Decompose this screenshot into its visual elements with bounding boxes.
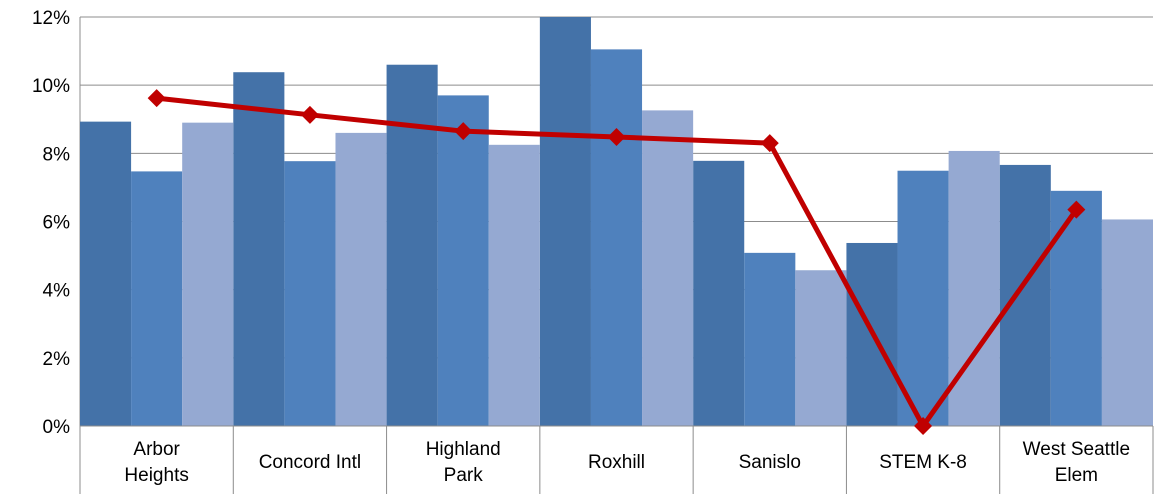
category-label: Highland: [426, 439, 501, 460]
y-tick-label: 8%: [43, 144, 71, 165]
category-label: STEM K-8: [879, 452, 967, 473]
bars: [80, 17, 1153, 427]
bar: [488, 144, 540, 426]
category-label: Concord Intl: [259, 452, 361, 473]
bar: [1101, 219, 1153, 426]
bar: [999, 164, 1051, 426]
y-tick-label: 10%: [32, 76, 70, 97]
category-label: Sanislo: [739, 452, 801, 473]
x-axis: Arbor Heights Concord Intl Highland Park Roxh…: [79, 425, 1154, 494]
bar: [948, 150, 1000, 426]
bar: [1050, 190, 1102, 426]
line-point-marker: [147, 89, 166, 108]
line-point-marker: [300, 105, 319, 124]
bar: [80, 121, 132, 426]
category-label: Heights: [124, 465, 188, 486]
bar: [642, 110, 694, 426]
bar: [795, 270, 847, 426]
bar: [693, 160, 745, 426]
y-tick-label: 4%: [43, 281, 71, 302]
category-label: Elem: [1055, 465, 1098, 486]
bar: [590, 49, 643, 427]
line-point-marker: [1067, 200, 1086, 219]
line-point-marker: [760, 134, 779, 153]
y-tick-label: 2%: [43, 349, 71, 370]
bar: [744, 252, 796, 426]
category-label: Park: [444, 465, 484, 486]
bar: [335, 132, 387, 426]
line-point-marker: [607, 127, 626, 146]
y-axis: 0% 2% 4% 6% 8% 10% 12%: [32, 8, 81, 494]
bar: [233, 72, 285, 426]
category-label: Arbor: [133, 439, 180, 460]
bar: [437, 95, 489, 427]
y-tick-label: 0%: [43, 417, 71, 438]
bar: [897, 170, 949, 426]
y-tick-label: 12%: [32, 8, 70, 29]
bar: [131, 171, 183, 426]
y-tick-label: 6%: [43, 213, 71, 234]
bar: [386, 64, 438, 426]
bar: [539, 17, 591, 426]
line-point-marker: [914, 417, 933, 435]
category-label: Roxhill: [588, 452, 645, 473]
bar: [284, 161, 336, 427]
trend-line: [147, 89, 1086, 435]
bar: [182, 122, 234, 427]
category-label: West Seattle: [1023, 439, 1130, 460]
line-point-marker: [454, 122, 473, 141]
